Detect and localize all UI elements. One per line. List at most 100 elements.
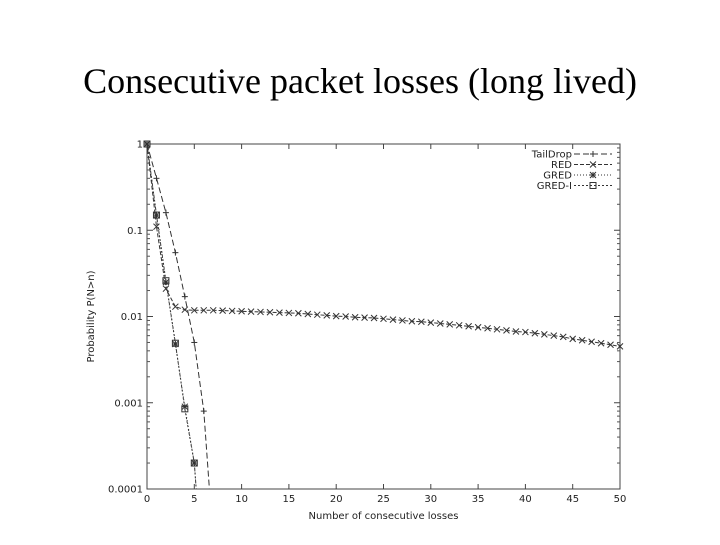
marker-red	[190, 306, 198, 314]
marker-red	[153, 223, 160, 231]
marker-red	[417, 318, 425, 326]
marker-red	[172, 303, 179, 311]
data-point-red	[559, 333, 567, 341]
data-point-gred-i	[143, 140, 151, 148]
legend-label-red: RED	[551, 160, 572, 171]
marker-red	[616, 343, 624, 350]
marker-red	[436, 320, 444, 327]
marker-red	[569, 335, 577, 343]
legend-marker-gred-i	[589, 182, 597, 189]
data-point-gred-i	[162, 277, 170, 285]
data-point-red	[313, 311, 321, 319]
marker-red	[559, 333, 567, 341]
marker-gred-i	[152, 211, 160, 219]
marker-gred-i	[171, 339, 179, 347]
data-point-red	[588, 338, 595, 346]
data-point-red	[153, 223, 160, 231]
marker-red	[342, 313, 350, 320]
marker-red	[380, 315, 387, 323]
marker-red	[512, 328, 520, 335]
data-point-red	[578, 336, 586, 344]
data-point-red	[484, 324, 491, 332]
plot-frame	[146, 143, 621, 490]
data-point-red	[427, 319, 435, 326]
marker-red	[399, 317, 406, 324]
marker-red	[228, 307, 236, 315]
data-point-red	[361, 314, 368, 321]
data-point-red	[370, 314, 378, 322]
data-point-red	[304, 310, 312, 318]
data-point-taildrop	[172, 249, 179, 256]
x-tick-label: 50	[614, 494, 627, 505]
marker-red	[257, 308, 264, 316]
marker-red	[209, 306, 217, 314]
data-point-red	[228, 307, 236, 315]
marker-red	[351, 313, 359, 321]
marker-red	[332, 312, 340, 320]
x-tick-label: 40	[519, 494, 532, 505]
data-point-red	[597, 339, 605, 347]
marker-red	[408, 317, 416, 325]
data-point-gred-i	[171, 339, 179, 347]
marker-red	[247, 308, 255, 315]
axis-ticks: 0 5 10 15 20 25 30 35 40 45 50 1 0.1 0.01 0.001 0.0001	[108, 140, 626, 506]
marker-gred	[181, 403, 189, 411]
y-axis-label: Probability P(N>n)	[86, 270, 97, 362]
data-point-red	[616, 343, 624, 350]
series-lines	[146, 143, 621, 490]
data-point-red	[389, 316, 397, 323]
marker-gred	[143, 140, 151, 148]
marker-red	[588, 338, 595, 346]
data-point-red	[607, 341, 614, 349]
data-point-gred	[143, 140, 151, 148]
marker-red	[370, 314, 378, 322]
legend-marker-red	[589, 161, 597, 168]
data-point-red	[285, 309, 293, 317]
marker-red	[295, 309, 302, 317]
marker-red	[238, 307, 245, 315]
data-point-red	[266, 308, 274, 316]
data-point-red	[512, 328, 520, 335]
x-tick-label: 45	[566, 494, 579, 505]
data-point-red	[408, 317, 416, 325]
data-point-red	[540, 331, 548, 338]
marker-red	[162, 285, 170, 293]
y-tick-label: 0.001	[114, 398, 143, 409]
marker-red	[200, 306, 208, 314]
slide-title: Consecutive packet losses (long lived)	[83, 61, 637, 101]
y-tick-label: 1	[137, 140, 143, 151]
data-point-red	[380, 315, 387, 323]
data-point-red	[276, 309, 283, 316]
x-tick-label: 15	[283, 494, 296, 505]
marker-gred-i	[190, 459, 198, 467]
data-point-red	[446, 321, 454, 328]
marker-red	[607, 341, 614, 349]
x-tick-label: 20	[330, 494, 343, 505]
data-point-red	[503, 327, 510, 334]
x-tick-label: 30	[424, 494, 437, 505]
data-point-red	[162, 285, 170, 293]
data-point-red	[569, 335, 577, 343]
data-point-gred	[190, 459, 198, 467]
data-point-gred-i	[181, 405, 189, 413]
legend-marker-gred	[589, 171, 597, 179]
data-point-red	[417, 318, 425, 326]
data-point-red	[550, 332, 558, 339]
marker-red	[285, 309, 293, 317]
legend-label-gred: GRED	[543, 171, 572, 182]
data-point-gred-i	[190, 459, 198, 467]
marker-red	[465, 322, 472, 330]
legend-marker-taildrop	[590, 151, 596, 157]
marker-red	[323, 312, 331, 319]
marker-red	[427, 319, 435, 326]
marker-red	[389, 316, 397, 323]
data-point-red	[209, 306, 217, 314]
data-point-red	[238, 307, 245, 315]
marker-red	[474, 323, 482, 331]
data-point-taildrop	[191, 339, 198, 346]
marker-red	[597, 339, 605, 347]
series-markers	[143, 140, 624, 467]
marker-red	[493, 325, 501, 333]
